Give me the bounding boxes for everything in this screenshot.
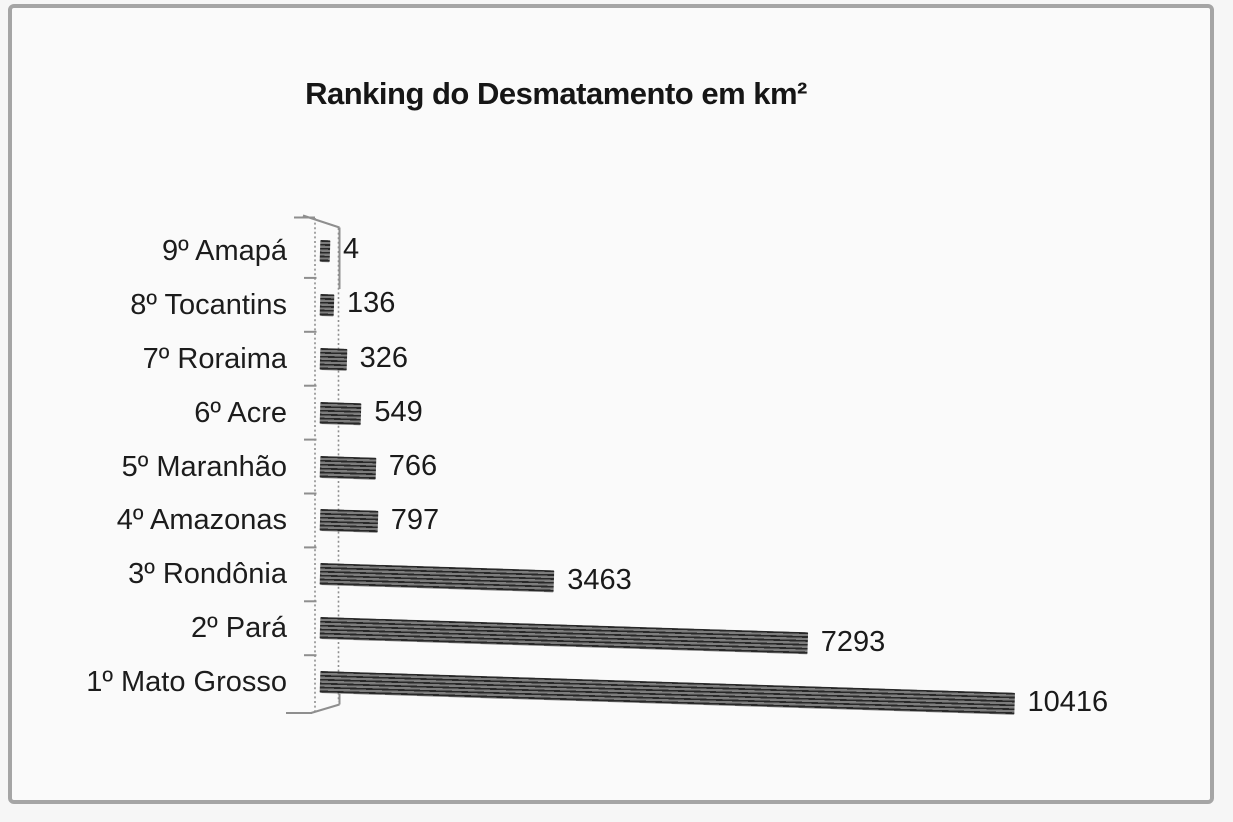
value-label: 10416 [1027,685,1109,718]
value-label: 4 [343,233,360,266]
category-label: 3º Rondônia [128,558,287,591]
value-label: 549 [374,395,423,428]
category-label: 7º Roraima [142,342,287,375]
category-label: 9º Amapá [161,234,287,267]
wall-bottom-edge [310,703,340,714]
value-label: 7293 [820,625,886,658]
chart-frame [8,4,1214,804]
value-label: 136 [347,287,396,320]
bar [319,239,331,263]
bar [319,347,347,371]
category-label: 1º Mato Grosso [86,666,287,699]
category-label: 2º Pará [190,612,287,645]
bar [319,455,377,480]
category-label: 5º Maranhão [121,450,287,483]
chart-title: Ranking do Desmatamento em km² [305,76,807,111]
category-label: 6º Acre [194,396,287,429]
value-label: 766 [388,450,438,483]
bar [319,401,362,425]
value-label: 326 [359,341,408,374]
bar [319,509,379,534]
value-label: 797 [390,504,440,537]
category-label: 4º Amazonas [116,504,287,537]
category-label: 8º Tocantins [130,288,287,321]
value-label: 3463 [567,563,632,596]
bar [319,293,335,317]
